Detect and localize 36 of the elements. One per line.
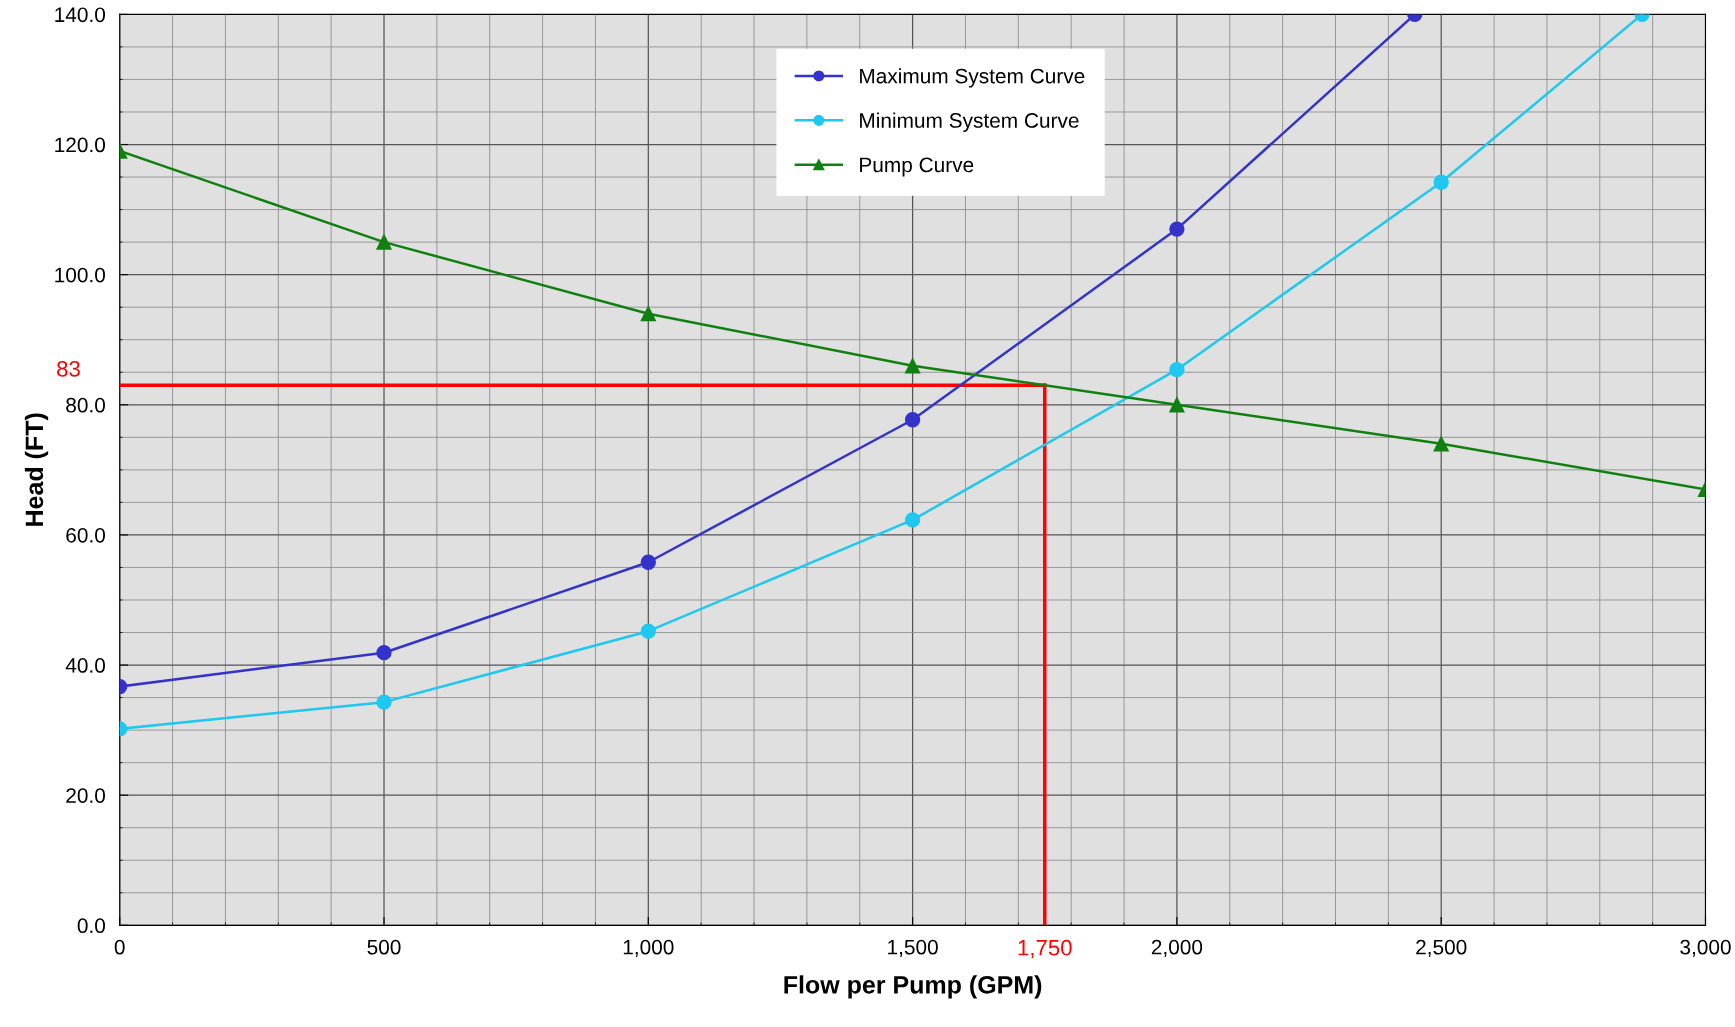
x-tick-label: 3,000 (1680, 939, 1731, 957)
y-tick-label: 80.0 (66, 397, 106, 413)
point (640, 623, 656, 639)
point (904, 512, 921, 528)
y-axis-title: Head (FT) (24, 413, 49, 526)
x-tick-label: 2,500 (1416, 939, 1467, 957)
ref-line-label: 1,750 (1018, 939, 1072, 959)
legend-label: Minimum System Curve (860, 112, 1079, 132)
y-tick-label: 100.0 (55, 267, 106, 283)
point (1169, 362, 1185, 378)
ref-line-label: 83 (57, 360, 80, 377)
y-tick-label: 60.0 (66, 527, 106, 543)
y-tick-label: 120.0 (55, 137, 106, 153)
x-tick-label: 0 (114, 939, 125, 955)
y-tick-label: 140.0 (55, 7, 106, 23)
point (1169, 397, 1185, 413)
x-tick-label: 1,500 (888, 939, 938, 957)
y-tick-label: 20.0 (66, 788, 106, 803)
point (904, 412, 921, 428)
x-tick-label: 1,000 (623, 939, 674, 957)
y-tick-label: 0.0 (77, 918, 106, 934)
point (376, 694, 392, 710)
x-tick-label: 2,000 (1151, 939, 1203, 957)
point (376, 645, 392, 661)
point (1433, 436, 1449, 452)
point (1433, 174, 1449, 190)
x-axis-title: Flow per Pump (GPM) (784, 975, 1042, 999)
point (376, 234, 392, 250)
legend-label: Pump Curve (860, 157, 974, 177)
point (640, 554, 656, 570)
y-tick-label: 40.0 (65, 658, 106, 673)
x-tick-label: 500 (367, 939, 401, 955)
point (640, 306, 656, 322)
point (1169, 221, 1185, 237)
point (904, 358, 921, 374)
legend-label: Maximum System Curve (860, 68, 1085, 88)
